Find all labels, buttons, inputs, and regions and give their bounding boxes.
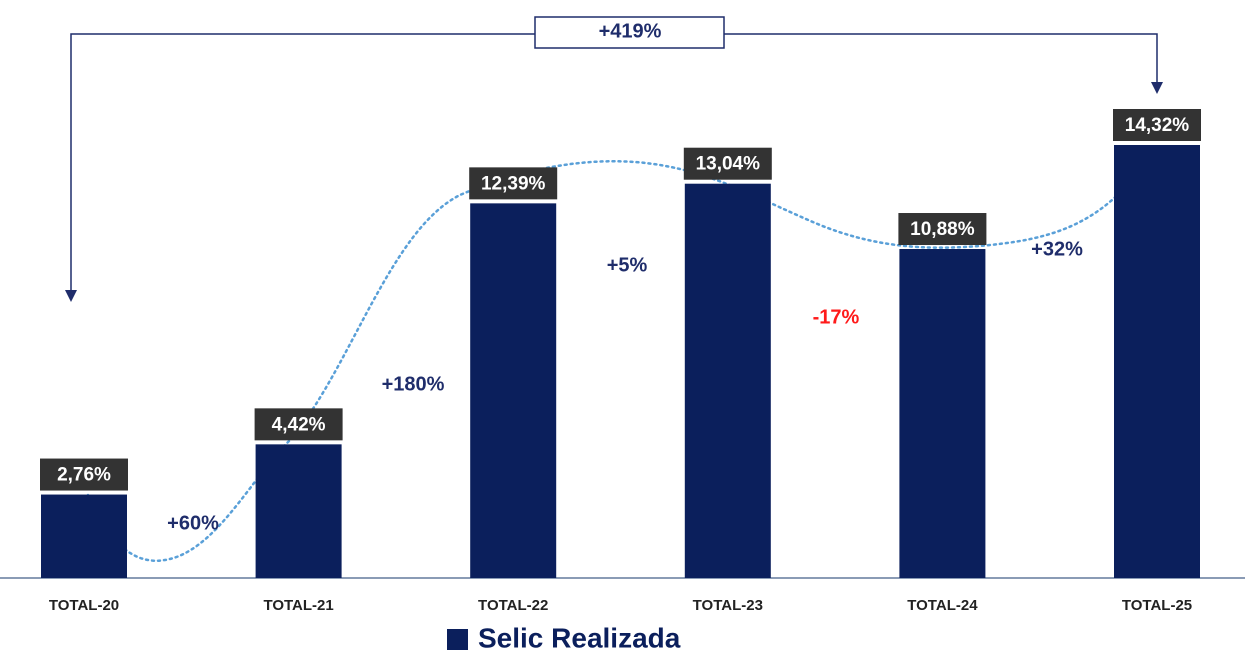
annotation: -17% [813,306,860,328]
bar [1114,145,1200,578]
value-label-box [40,458,128,491]
value-label: 2,76% [57,465,111,486]
value-label-box [469,167,558,200]
value-label: 10,88% [910,219,975,240]
x-tick-label: TOTAL-21 [263,597,333,614]
x-tick-label: TOTAL-24 [907,597,978,614]
annotation: +180% [382,373,445,395]
decorations [0,16,1245,650]
total-change-box [534,16,725,49]
annotation: +419% [599,20,662,42]
x-tick-label: TOTAL-23 [693,597,763,614]
x-tick-label: TOTAL-20 [49,597,119,614]
value-label: 4,42% [272,414,326,435]
legend-swatch [447,629,468,650]
x-tick-label: TOTAL-22 [478,597,548,614]
value-label-box [1113,109,1201,141]
bar [899,249,986,578]
annotation: +60% [167,512,219,534]
bar [255,444,342,578]
value-label: 14,32% [1125,115,1190,136]
bar [470,203,557,578]
value-label: 12,39% [481,173,546,194]
bar [41,494,127,578]
bar [684,183,771,578]
value-label-box [898,213,987,246]
value-label-box [683,147,772,180]
annotation: +5% [607,254,648,276]
arrow-head-right [1151,82,1163,94]
value-label: 13,04% [696,154,761,175]
x-tick-label: TOTAL-25 [1122,597,1192,614]
arrow-head-left [65,290,77,302]
annotation: +32% [1031,238,1083,260]
trend-curve [86,146,1157,562]
legend-label: Selic Realizada [478,622,681,653]
value-label-box [254,408,343,441]
